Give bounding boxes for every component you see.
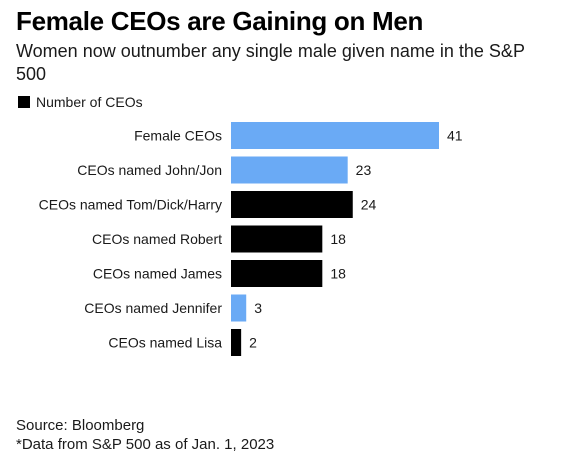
category-label: CEOs named Tom/Dick/Harry — [39, 197, 222, 213]
category-label: CEOs named Lisa — [108, 335, 222, 351]
bar — [231, 191, 353, 218]
value-label: 23 — [356, 162, 372, 178]
bar — [231, 122, 439, 149]
footer: Source: Bloomberg *Data from S&P 500 as … — [16, 416, 274, 454]
bar — [231, 329, 242, 356]
value-label: 18 — [330, 266, 346, 282]
bar — [231, 294, 247, 322]
data-note: *Data from S&P 500 as of Jan. 1, 2023 — [16, 436, 275, 453]
value-label: 2 — [249, 335, 257, 351]
chart-title: Female CEOs are Gaining on Men — [16, 6, 424, 36]
category-label: CEOs named Jennifer — [84, 300, 222, 316]
bar — [231, 225, 323, 253]
value-label: 18 — [330, 231, 346, 247]
category-label: CEOs named Robert — [92, 231, 222, 247]
bar — [231, 260, 323, 287]
category-label: CEOs named James — [93, 266, 222, 282]
value-label: 3 — [254, 300, 262, 316]
legend-label: Number of CEOs — [36, 94, 143, 110]
chart-subtitle: Women now outnumber any single male give… — [16, 41, 525, 84]
value-label: 41 — [447, 128, 463, 144]
source-note: Source: Bloomberg — [16, 417, 145, 434]
legend-swatch — [18, 96, 30, 108]
value-label: 24 — [361, 197, 377, 213]
bar — [231, 156, 348, 184]
category-label: CEOs named John/Jon — [77, 162, 222, 178]
legend: Number of CEOs — [18, 94, 143, 110]
category-label: Female CEOs — [134, 128, 222, 144]
